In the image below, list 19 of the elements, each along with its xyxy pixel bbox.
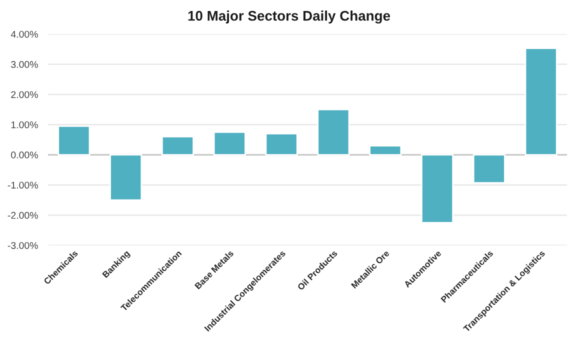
bar bbox=[213, 131, 246, 156]
bar bbox=[524, 48, 558, 156]
bar bbox=[161, 136, 194, 156]
bar bbox=[110, 154, 142, 201]
y-tick-label: 1.00% bbox=[11, 121, 38, 128]
bar bbox=[369, 145, 402, 156]
bar bbox=[317, 108, 350, 156]
y-tick-label: 2.00% bbox=[11, 91, 38, 98]
bar bbox=[472, 154, 506, 184]
y-tick-label: -2.00% bbox=[8, 212, 38, 219]
bar bbox=[58, 125, 90, 156]
chart-title: 10 Major Sectors Daily Change bbox=[188, 10, 390, 24]
y-tick-label: -3.00% bbox=[8, 242, 38, 249]
y-tick-label: 4.00% bbox=[10, 30, 38, 38]
bar bbox=[420, 154, 454, 224]
y-tick-label: 3.00% bbox=[11, 61, 38, 68]
y-tick-label: -1.00% bbox=[8, 182, 38, 189]
y-tick-label: 0.00% bbox=[11, 152, 38, 158]
bar bbox=[265, 132, 298, 156]
